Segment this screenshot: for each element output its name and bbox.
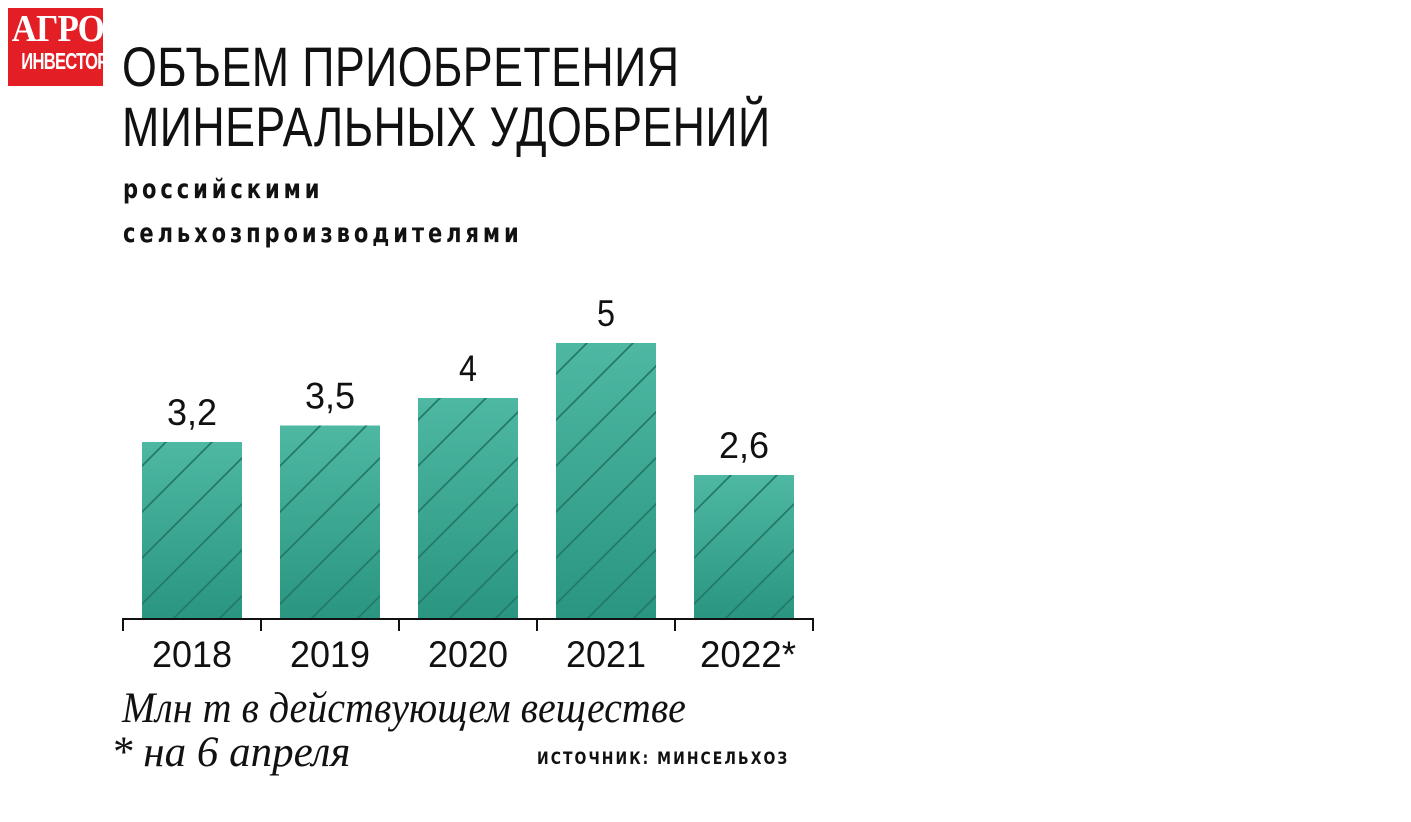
bar-hatch-2018 bbox=[142, 442, 242, 618]
labels-layer: 3,2 2018 3,5 2019 4 2020 5 2021 2,6 2022* bbox=[152, 293, 796, 675]
chart-subtitle-text: российскими сельхозпроизводителями bbox=[123, 174, 523, 249]
x-tick-label-2022: 2022* bbox=[700, 634, 796, 675]
date-footnote: * на 6 апреля bbox=[111, 729, 351, 776]
bar-hatch-2019 bbox=[280, 425, 380, 618]
value-label-2022: 2,6 bbox=[719, 425, 769, 466]
x-tick-label-2018: 2018 bbox=[152, 634, 232, 675]
x-axis bbox=[122, 618, 814, 631]
x-tick-label-2020: 2020 bbox=[428, 634, 508, 675]
x-tick-label-2021: 2021 bbox=[566, 634, 646, 675]
unit-note: Млн т в действующем веществе bbox=[122, 685, 686, 732]
bars-layer bbox=[142, 343, 794, 618]
chart-subtitle: российскими сельхозпроизводителями bbox=[123, 168, 523, 256]
x-tick-label-2019: 2019 bbox=[290, 634, 370, 675]
value-label-2021: 5 bbox=[597, 293, 615, 334]
bar-hatch-2020 bbox=[418, 398, 518, 618]
chart-title-text: ОБЪЕМ ПРИОБРЕТЕНИЯ МИНЕРАЛЬНЫХ УДОБРЕНИЙ bbox=[122, 35, 771, 158]
value-label-2019: 3,5 bbox=[305, 376, 355, 417]
agroinvestor-logo: АГРО ИНВЕСТОР bbox=[8, 8, 103, 86]
value-label-2018: 3,2 bbox=[167, 392, 217, 433]
bar-hatch-2022 bbox=[694, 475, 794, 618]
value-label-2020: 4 bbox=[459, 348, 477, 389]
source-note: ИСТОЧНИК: МИНСЕЛЬХОЗ bbox=[537, 749, 790, 769]
logo-line-2: ИНВЕСТОР bbox=[21, 48, 103, 74]
bar-hatch-2021 bbox=[556, 343, 656, 618]
logo-line-1: АГРО bbox=[11, 8, 103, 50]
chart-title: ОБЪЕМ ПРИОБРЕТЕНИЯ МИНЕРАЛЬНЫХ УДОБРЕНИЙ bbox=[122, 37, 771, 157]
